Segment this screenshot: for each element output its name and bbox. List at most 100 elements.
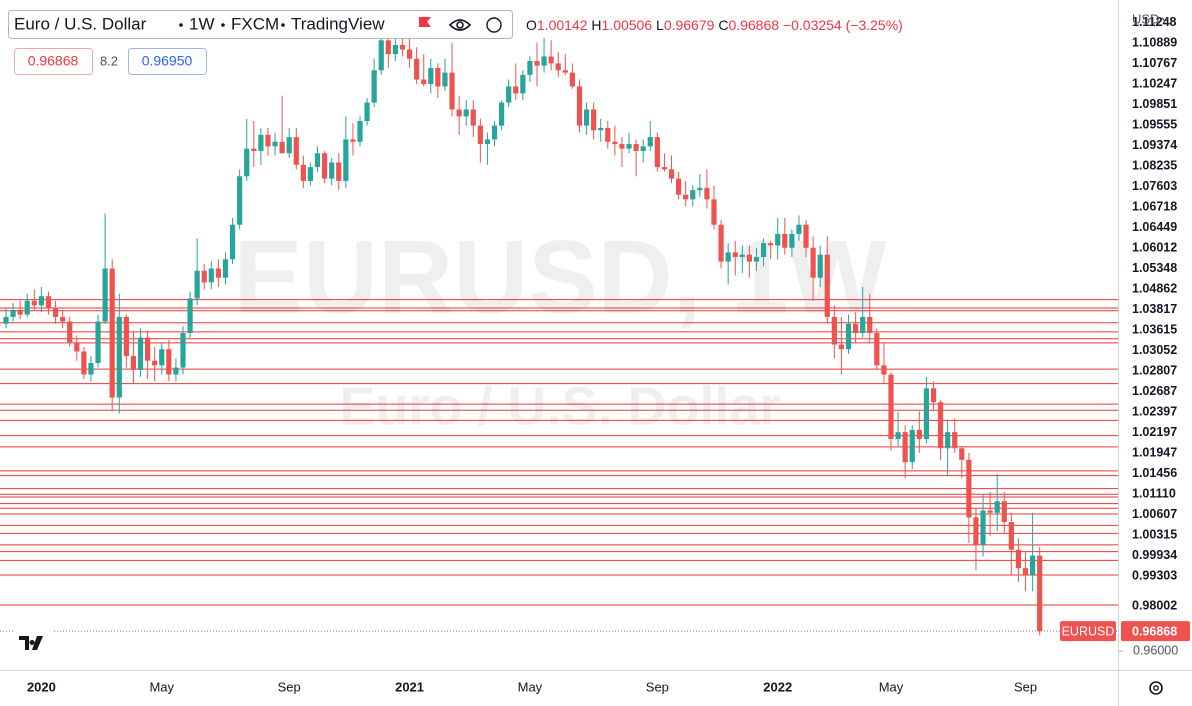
- price-line-label: 1.02807: [1132, 363, 1177, 377]
- price-line-label: 1.06718: [1132, 199, 1177, 213]
- buy-price: 0.96950: [142, 53, 193, 69]
- axis-labels: 1.11248 1.10889 1.10767 1.10247 1.09851 1.095…: [27, 12, 1190, 694]
- candle-body: [959, 448, 965, 460]
- candle-body: [10, 309, 16, 317]
- settings-icon-core: [1153, 685, 1159, 691]
- candle-body: [421, 79, 427, 85]
- candle-body: [130, 356, 137, 370]
- candle-body: [322, 153, 328, 179]
- candle-body: [923, 388, 929, 440]
- x-tick-label: Sep: [1014, 679, 1037, 694]
- high-value: 1.00506: [602, 17, 653, 33]
- candle-body: [1030, 555, 1036, 576]
- price-line-label: 1.09374: [1132, 138, 1177, 152]
- price-line-label-box: [1122, 299, 1188, 318]
- candle-body: [364, 102, 370, 122]
- close-value: 0.96868: [728, 17, 779, 33]
- symbol-title: Euro / U.S. Dollar: [14, 14, 147, 33]
- settings-icon[interactable]: [1149, 681, 1163, 695]
- candle-body: [909, 429, 915, 463]
- candle-body: [520, 74, 526, 94]
- candle-body: [81, 351, 87, 375]
- separator: [221, 23, 225, 27]
- last-price-box: [1121, 621, 1190, 642]
- price-line-label: 1.01947: [1132, 445, 1177, 459]
- price-line-label-box: [1122, 155, 1188, 174]
- candle-body: [1022, 568, 1029, 576]
- candle-body: [506, 86, 512, 103]
- candle-body: [853, 323, 859, 334]
- flag-icon[interactable]: [419, 17, 431, 27]
- change-percent: (−3.25%): [846, 17, 903, 33]
- candle-body: [930, 388, 937, 403]
- candle-body: [300, 164, 306, 181]
- candle-body: [449, 72, 455, 110]
- candle-body: [237, 176, 243, 225]
- currency-selector[interactable]: USD: [1132, 11, 1159, 26]
- candle-body: [874, 333, 880, 366]
- candle-body: [690, 190, 696, 200]
- candle-body: [244, 148, 250, 177]
- more-icon[interactable]: [486, 17, 502, 33]
- price-line-label: 1.00607: [1132, 507, 1177, 521]
- low-value: 0.96679: [664, 17, 715, 33]
- candle-body: [470, 109, 476, 126]
- buy-button[interactable]: [128, 48, 207, 75]
- candle-body: [392, 44, 398, 55]
- ohlc-label: O: [526, 17, 537, 33]
- price-line-label-box: [1122, 422, 1188, 441]
- price-line-label: 1.07603: [1132, 179, 1177, 193]
- symbol-box[interactable]: [8, 10, 513, 39]
- candle-body: [548, 56, 554, 64]
- price-line-label-box: [1122, 12, 1188, 31]
- candle-body: [499, 102, 505, 126]
- candle-body: [102, 268, 108, 322]
- candle-body: [88, 363, 94, 375]
- candle-body: [591, 109, 597, 131]
- price-line-label: 1.09851: [1132, 97, 1177, 111]
- candle-body: [945, 432, 951, 449]
- candle-body: [406, 49, 413, 59]
- candle-body: [329, 162, 335, 179]
- sell-button[interactable]: [14, 48, 93, 75]
- candle-body: [725, 252, 731, 262]
- candle-body: [491, 125, 498, 140]
- source: FXCM: [231, 14, 279, 33]
- candle-body: [286, 137, 292, 154]
- price-line-label-box: [1122, 381, 1188, 400]
- candle-body: [477, 125, 483, 145]
- price-line-label-box: [1122, 278, 1188, 297]
- candle-body: [343, 139, 349, 181]
- candle-body: [973, 517, 979, 546]
- price-line-label: 1.09555: [1132, 117, 1177, 131]
- candle-body: [619, 144, 625, 149]
- candle-body: [201, 270, 207, 283]
- price-line-label: 1.02197: [1132, 425, 1177, 439]
- candle-body: [45, 296, 52, 308]
- candle-body: [336, 162, 342, 181]
- sell-price: 0.96868: [28, 53, 79, 69]
- price-line-label-box: [1122, 196, 1188, 215]
- candle-body: [307, 167, 314, 181]
- price-line-label-box: [1122, 442, 1188, 461]
- candle-body: [74, 342, 80, 352]
- symbol-tag-box: [1060, 621, 1116, 642]
- spread: 8.2: [100, 53, 118, 68]
- price-line-label: 1.03052: [1132, 343, 1177, 357]
- candle-body: [251, 148, 257, 151]
- candle-body: [598, 127, 604, 131]
- candle-body: [612, 141, 618, 145]
- price-line-label-box: [1122, 53, 1188, 72]
- candle-body: [166, 349, 172, 375]
- candle-body: [796, 224, 802, 234]
- price-line-label: 1.00315: [1132, 527, 1177, 541]
- price-line-label: 1.11248: [1132, 15, 1177, 29]
- price-line-label: 0.98002: [1132, 598, 1177, 612]
- candle-body: [463, 109, 469, 117]
- eye-icon[interactable]: [448, 19, 472, 31]
- candle-body: [527, 61, 533, 75]
- candle-body: [605, 127, 611, 142]
- candle-body: [60, 316, 66, 322]
